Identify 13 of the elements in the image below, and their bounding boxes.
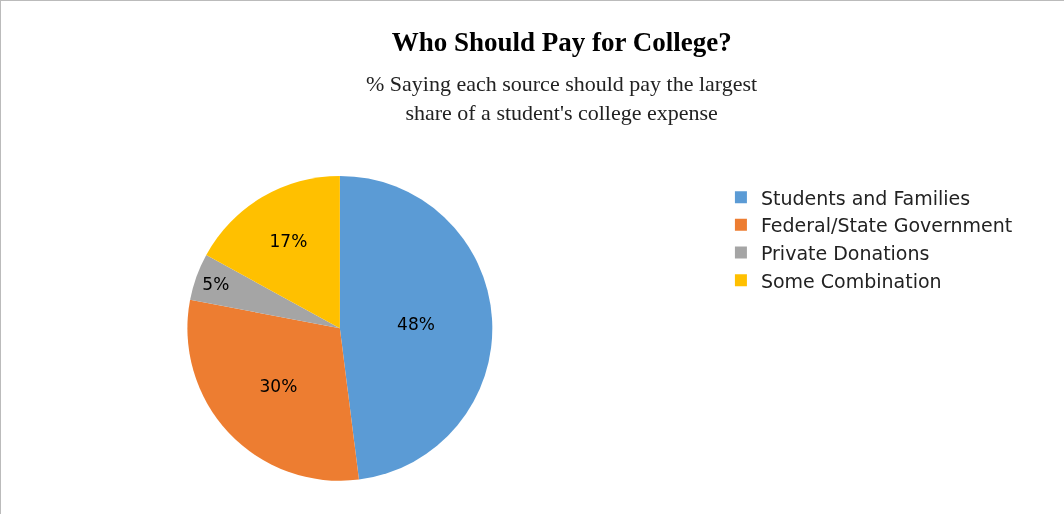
chart-title: Who Should Pay for College? xyxy=(391,26,732,57)
data-label: 48% xyxy=(397,313,435,334)
pie-slice xyxy=(190,254,340,329)
legend-label: Students and Families xyxy=(760,186,971,209)
legend-label: Some Combination xyxy=(760,269,942,292)
data-label: 17% xyxy=(269,231,308,252)
chart-subtitle: % Saying each source should pay the largest share of a student's college expense xyxy=(366,71,758,125)
data-label: 30% xyxy=(259,376,298,397)
legend-label: Private Donations xyxy=(760,241,930,264)
pie-slice xyxy=(187,299,359,481)
legend-label: Federal/State Government xyxy=(760,214,1013,237)
data-label: 5% xyxy=(202,273,230,294)
pie-slice xyxy=(339,175,493,480)
